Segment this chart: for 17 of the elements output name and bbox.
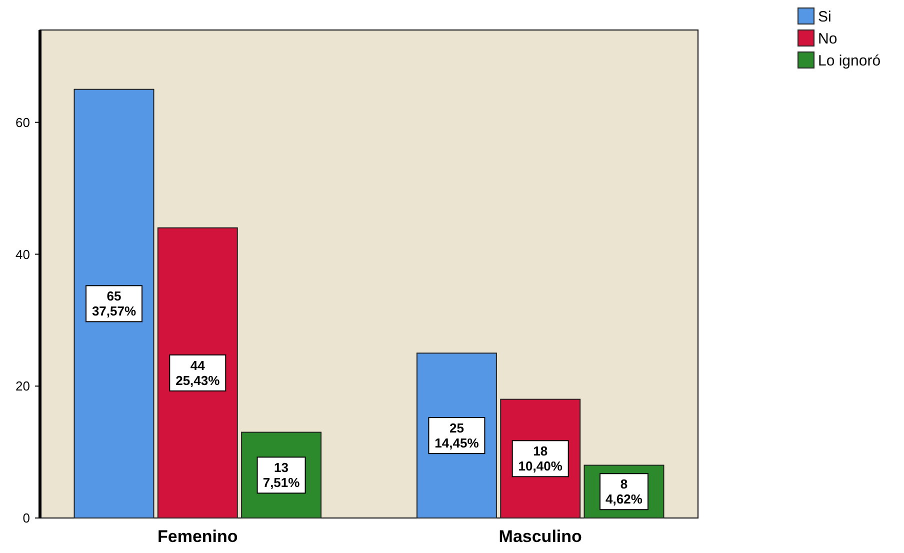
data-label: 13 7,51% — [262, 460, 300, 490]
x-tick-label: Femenino — [157, 527, 238, 546]
bar — [157, 227, 238, 518]
data-label: 25 14,45% — [434, 420, 480, 451]
data-label: 65 37,57% — [92, 288, 136, 319]
y-tick-label: 60 — [16, 114, 30, 130]
data-label: 8 4,62% — [606, 476, 643, 507]
legend-label: Si — [818, 8, 832, 26]
data-label: 44 25,43% — [176, 358, 220, 388]
bar — [74, 88, 154, 518]
x-tick-label: Masculino — [498, 527, 582, 546]
legend-label: No — [818, 30, 838, 48]
legend-label: Lo ignoró — [818, 52, 881, 70]
y-tick-label: 20 — [16, 378, 30, 394]
data-label: 18 10,40% — [518, 444, 563, 474]
y-tick-label: 0 — [22, 510, 30, 526]
y-tick-label: 40 — [16, 246, 30, 262]
